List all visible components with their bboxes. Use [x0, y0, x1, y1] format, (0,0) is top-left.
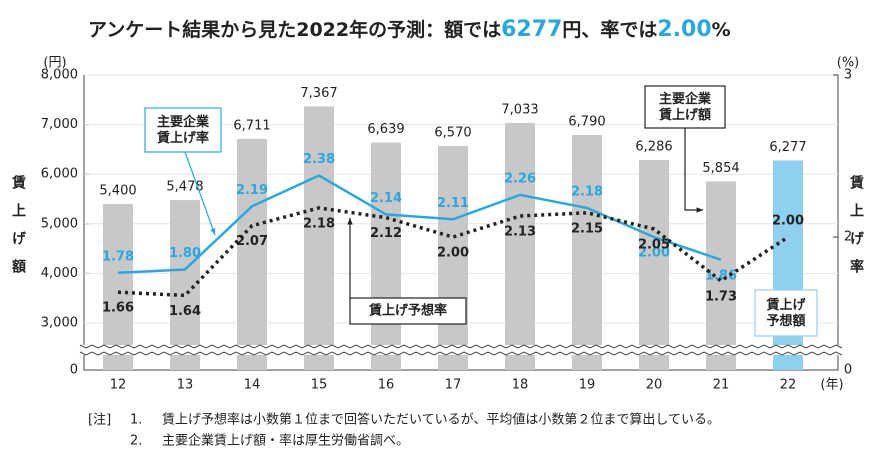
- callout-box: [349, 297, 467, 325]
- arrow-head: [210, 228, 216, 235]
- callout-box: [644, 85, 726, 129]
- line-value-label: 2.38: [303, 152, 335, 167]
- bar-value-label: 5,400: [99, 183, 136, 198]
- bar-value-label: 6,286: [635, 140, 672, 155]
- line-value-label: 1.86: [705, 268, 737, 283]
- y-axis-label: 賃上げ額: [10, 174, 27, 287]
- x-tick-label: 13: [177, 378, 194, 393]
- title-part: アンケート結果から見た2022年の予測：額では: [88, 18, 501, 41]
- bar: [371, 142, 401, 370]
- x-tick-label: 12: [110, 378, 127, 393]
- line: [117, 174, 722, 275]
- bar-value-label: 7,367: [300, 86, 337, 101]
- x-tick-label: 16: [378, 378, 395, 393]
- y2-axis-label: 賃上げ率: [848, 174, 865, 287]
- title-part: %: [712, 19, 731, 41]
- bar-value-label: 6,711: [233, 118, 270, 133]
- bar: [773, 160, 803, 370]
- y-tick-label: 0: [70, 363, 78, 378]
- line-value-label: 2.19: [236, 183, 268, 198]
- y-tick-label: 3,000: [41, 316, 78, 331]
- x-tick-label: 17: [445, 378, 462, 393]
- bar-value-label: 5,478: [166, 180, 203, 195]
- callout-arrow: [184, 151, 216, 236]
- y2-unit: (%): [837, 56, 860, 71]
- x-tick-label: 22: [780, 378, 797, 393]
- line-value-label: 2.26: [504, 171, 536, 186]
- y-unit: (円): [43, 56, 66, 71]
- axis-break-line: [79, 344, 843, 349]
- x-tick-label: 21: [713, 378, 730, 393]
- line-value-label: 1.64: [169, 304, 201, 319]
- line-value-label: 1.66: [102, 301, 134, 316]
- bar-value-label: 6,277: [769, 140, 806, 155]
- note-text: 賃上げ予想率は小数第１位まで回答いただいているが、平均値は小数第２位まで算出して…: [162, 412, 720, 428]
- y2-tick-label: 2: [844, 230, 852, 245]
- note-num: 1.: [130, 413, 142, 428]
- y-tick-label: 8,000: [41, 68, 78, 83]
- bar-series-label: 主要企業賃上げ額: [658, 91, 712, 123]
- line-value-label: 2.00: [638, 246, 670, 261]
- callout-arrow: [684, 128, 703, 211]
- line-value-label: 1.80: [169, 246, 201, 261]
- x-tick-label: 15: [311, 378, 328, 393]
- line-value-label: 2.15: [571, 221, 603, 236]
- bar-value-label: 6,570: [434, 125, 471, 140]
- bar: [438, 145, 468, 370]
- note-head: [注]: [88, 413, 111, 428]
- line-value-label: 2.18: [571, 184, 603, 199]
- bar: [639, 160, 669, 370]
- line-value-label: 2.05: [638, 237, 670, 252]
- y-tick-label: 6,000: [41, 167, 78, 182]
- bar: [237, 138, 267, 370]
- title-part: 6277: [501, 17, 562, 42]
- line-value-label: 2.11: [437, 196, 469, 211]
- line-value-label: 2.07: [236, 234, 268, 249]
- note-text: 主要企業賃上げ額・率は厚生労働省調べ。: [162, 433, 409, 449]
- y2-tick-label: 0: [844, 363, 852, 378]
- line-value-label: 2.00: [772, 214, 804, 229]
- bar-value-label: 7,033: [501, 102, 538, 117]
- y-tick-label: 4,000: [41, 266, 78, 281]
- y-tick-label: 5,000: [41, 216, 78, 231]
- line-value-label: 2.14: [370, 191, 402, 206]
- bar: [304, 106, 334, 371]
- x-unit: (年): [820, 378, 843, 393]
- line-value-label: 1.78: [102, 249, 134, 264]
- bar: [572, 135, 602, 370]
- bar-value-label: 6,639: [367, 122, 404, 137]
- bar-forecast-label: 賃上げ予想額: [765, 297, 806, 329]
- title-part: 2.00: [657, 17, 711, 42]
- arrow-head: [347, 218, 353, 225]
- series-label: 主要企業賃上げ率: [156, 114, 210, 146]
- callout-box: [754, 289, 818, 337]
- y2-tick-label: 3: [844, 68, 852, 83]
- line-value-label: 1.73: [705, 289, 737, 304]
- x-tick-label: 19: [579, 378, 596, 393]
- arrow-head: [696, 207, 703, 213]
- line-value-label: 2.12: [370, 226, 402, 241]
- x-tick-label: 18: [512, 378, 529, 393]
- callout-box: [144, 107, 222, 153]
- series-label: 賃上げ予想率: [368, 303, 447, 319]
- bar-value-label: 5,854: [702, 161, 739, 176]
- axis-break: [80, 345, 842, 355]
- line-value-label: 2.00: [437, 246, 469, 261]
- bar-value-label: 6,790: [568, 115, 605, 130]
- bar: [505, 122, 535, 371]
- title-part: 円、率では: [562, 18, 657, 41]
- axis-break-line: [79, 351, 843, 356]
- line-value-label: 2.13: [504, 225, 536, 240]
- y-tick-label: 7,000: [41, 117, 78, 132]
- chart-title: アンケート結果から見た2022年の予測：額では6277円、率では2.00%: [88, 17, 731, 42]
- bar: [170, 200, 200, 370]
- line-value-label: 2.18: [303, 216, 335, 231]
- bar: [103, 203, 133, 370]
- note-num: 2.: [130, 434, 142, 449]
- x-tick-label: 14: [244, 378, 261, 393]
- x-tick-label: 20: [646, 378, 663, 393]
